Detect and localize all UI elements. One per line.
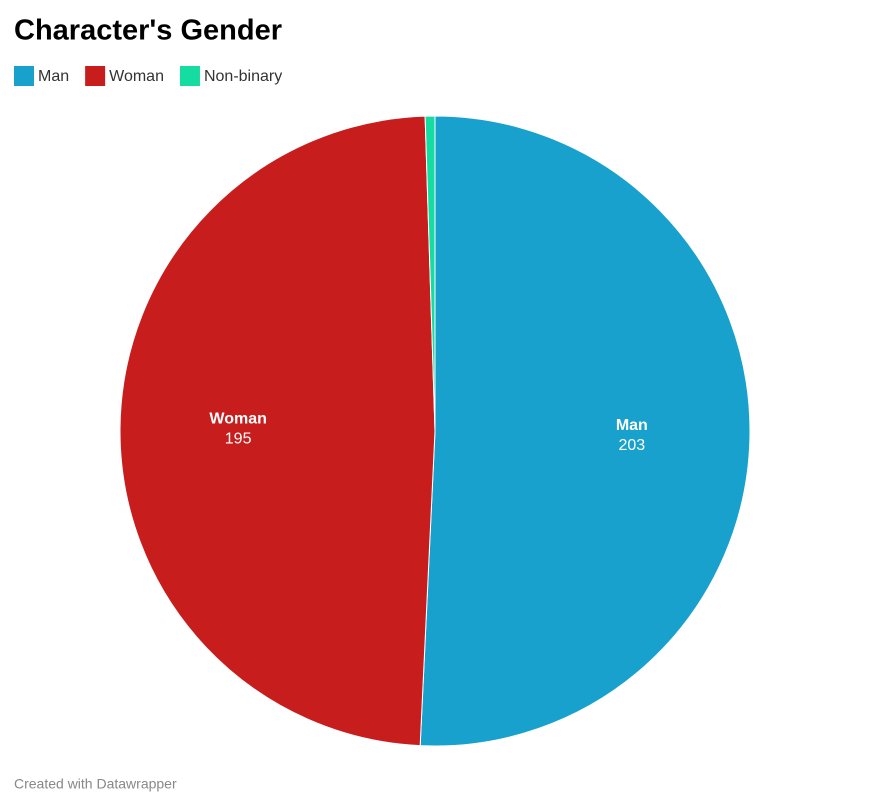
slice-label: Man [616,417,648,434]
chart-title: Character's Gender [14,15,282,47]
legend-label: Man [38,68,69,85]
footer: Created with Datawrapper [14,776,177,792]
legend-swatch [85,66,106,86]
pie-slice [119,115,436,747]
slice-value: 195 [225,431,252,448]
slice-label: Woman [209,411,266,428]
legend-swatch [179,66,200,86]
slice-value: 203 [618,437,645,454]
legend-label: Woman [109,68,164,85]
pie-slice [424,115,436,432]
legend-label: Non-binary [204,68,282,85]
legend-swatch [14,66,34,86]
pie-slice [419,115,751,747]
